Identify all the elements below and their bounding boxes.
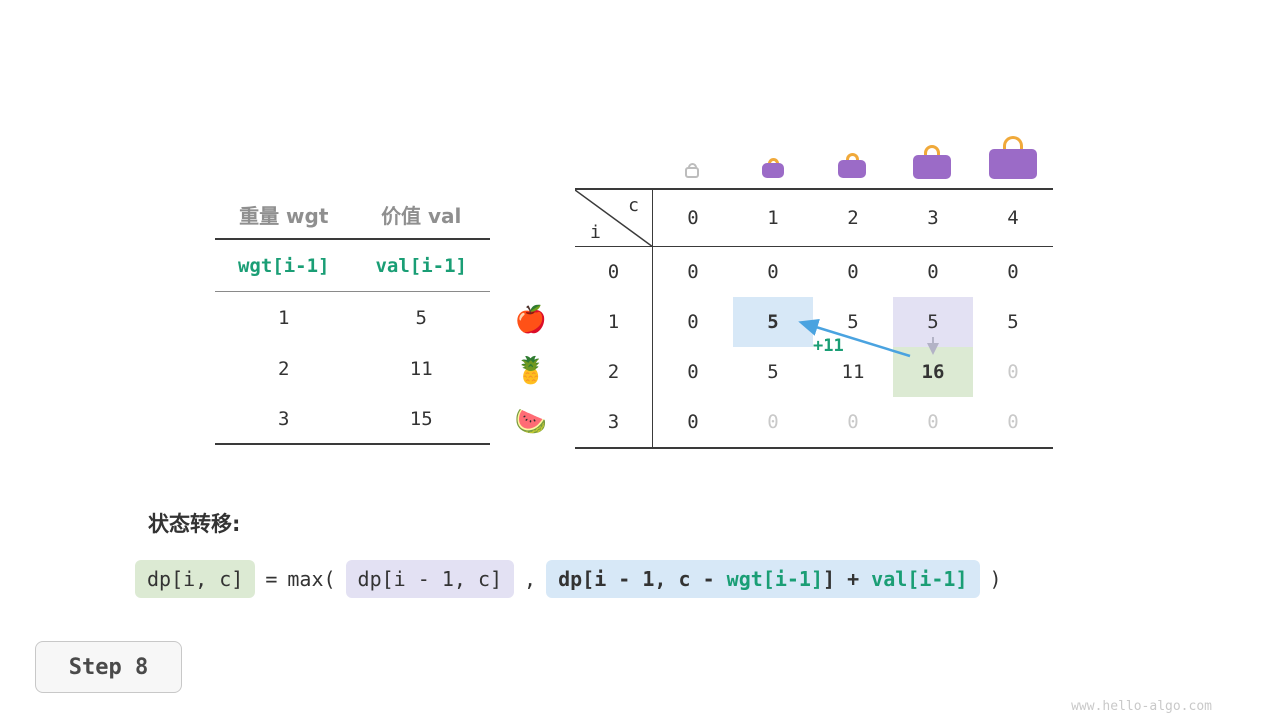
bag-handle [845, 153, 859, 161]
dp-cell: 0 [847, 261, 859, 283]
weight-column-header: 重量 wgt [239, 203, 329, 228]
item-value: 5 [415, 306, 427, 329]
state-transition-formula: dp[i, c] = max( dp[i - 1, c] , dp[i - 1,… [135, 560, 1002, 598]
value-column-header: 价值 val [381, 203, 462, 228]
dp-cell: 5 [767, 361, 779, 383]
dp-col-header: 2 [813, 190, 893, 247]
dp-cell-current-highlight: 16 [893, 347, 973, 397]
dp-cell-above-highlight: 5 [893, 297, 973, 347]
item-row: 1 5 [215, 292, 490, 343]
dp-cell: 0 [1007, 261, 1019, 283]
item-weight: 3 [278, 407, 290, 430]
bag-body [685, 167, 699, 178]
dp-cell: 0 [927, 261, 939, 283]
option2-val: val[i-1] [871, 567, 968, 591]
watermark: www.hello-algo.com [1071, 699, 1212, 714]
dp-corner-cell: c i [575, 190, 653, 247]
items-table-header: 重量 wgt 价值 val [215, 190, 490, 240]
item-value: 15 [409, 407, 433, 430]
arrow-value-label: +11 [813, 336, 844, 356]
item-row: 2 11 [215, 343, 490, 394]
bag-icon-capacity-4 [989, 136, 1037, 179]
dp-cell: 0 [687, 261, 699, 283]
max-open: max( [287, 567, 336, 591]
dp-row-header: 2 [575, 347, 653, 397]
item-weight: 1 [278, 306, 290, 329]
dp-table: c i 0 1 2 3 4 0 0 0 0 0 0 1 0 5 5 5 5 2 … [575, 188, 1053, 449]
bag-icon-capacity-3 [913, 145, 951, 179]
capacity-axis-label: c [628, 195, 639, 216]
step-badge: Step 8 [35, 641, 182, 693]
corner-diagonal-line [575, 190, 653, 247]
transition-section-label: 状态转移: [148, 512, 241, 536]
bag-handle [1003, 136, 1023, 150]
formula-option2-chip: dp[i - 1, c - wgt[i-1]] + val[i-1] [546, 560, 980, 598]
item-weight: 2 [278, 357, 290, 380]
watermelon-icon: 🍉 [514, 407, 548, 437]
dp-cell: 5 [1007, 311, 1019, 333]
dp-cell-unfilled: 0 [927, 411, 939, 433]
equals-sign: = [265, 567, 278, 591]
dp-cell-unfilled: 0 [1007, 361, 1019, 383]
close-paren: ) [989, 567, 1002, 591]
bag-handle [924, 145, 940, 156]
option2-part1: dp[i - 1, c - [558, 567, 727, 591]
dp-row-header: 1 [575, 297, 653, 347]
items-table: 重量 wgt 价值 val wgt[i-1] val[i-1] 1 5 2 11… [215, 190, 490, 445]
bag-icon-capacity-1 [762, 158, 784, 178]
bag-body [913, 155, 951, 179]
comma: , [524, 567, 537, 591]
dp-cell: 0 [687, 361, 699, 383]
bag-handle [687, 163, 697, 168]
bag-body [989, 149, 1037, 179]
dp-cell-source-highlight: 5 [733, 297, 813, 347]
apple-icon: 🍎 [514, 305, 548, 335]
dp-cell: 0 [767, 261, 779, 283]
val-formula: val[i-1] [375, 254, 467, 277]
bag-icon-capacity-2 [838, 153, 866, 178]
item-row: 3 15 [215, 394, 490, 445]
bag-icon-capacity-0 [685, 163, 699, 178]
item-axis-label: i [590, 222, 601, 243]
bag-body [762, 163, 784, 178]
item-value: 11 [409, 357, 433, 380]
dp-col-header: 1 [733, 190, 813, 247]
dp-cell-unfilled: 0 [1007, 411, 1019, 433]
dp-cell: 0 [687, 311, 699, 333]
dp-cell-unfilled: 0 [847, 411, 859, 433]
dp-col-header: 3 [893, 190, 973, 247]
dp-row-header: 3 [575, 397, 653, 447]
option2-part2: ] + [823, 567, 872, 591]
bag-body [838, 160, 866, 178]
dp-col-header: 4 [973, 190, 1053, 247]
items-formula-row: wgt[i-1] val[i-1] [215, 240, 490, 292]
dp-row-header: 0 [575, 247, 653, 297]
dp-cell: 0 [687, 411, 699, 433]
bag-handle [767, 158, 779, 164]
formula-dp-current-chip: dp[i, c] [135, 560, 256, 598]
wgt-formula: wgt[i-1] [237, 254, 330, 277]
pineapple-icon: 🍍 [514, 356, 548, 386]
dp-col-header: 0 [653, 190, 733, 247]
dp-cell-unfilled: 0 [767, 411, 779, 433]
option2-wgt: wgt[i-1] [726, 567, 823, 591]
dp-cell: 11 [841, 361, 865, 383]
formula-option1-chip: dp[i - 1, c] [345, 560, 515, 598]
